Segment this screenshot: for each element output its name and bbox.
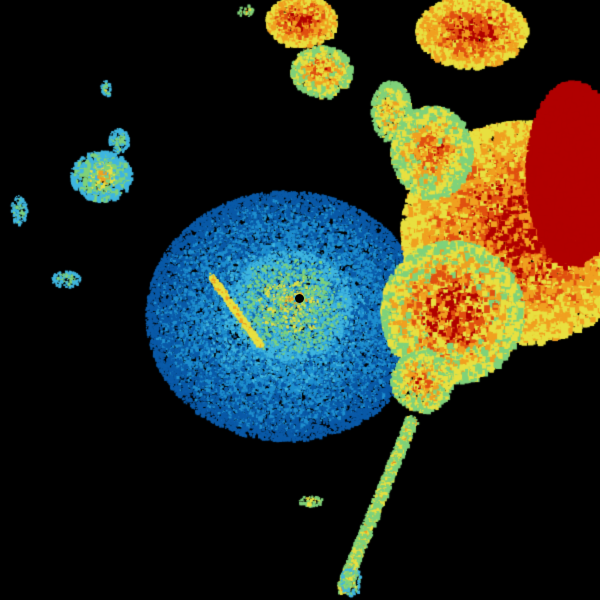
radar-site-marker — [295, 294, 304, 303]
